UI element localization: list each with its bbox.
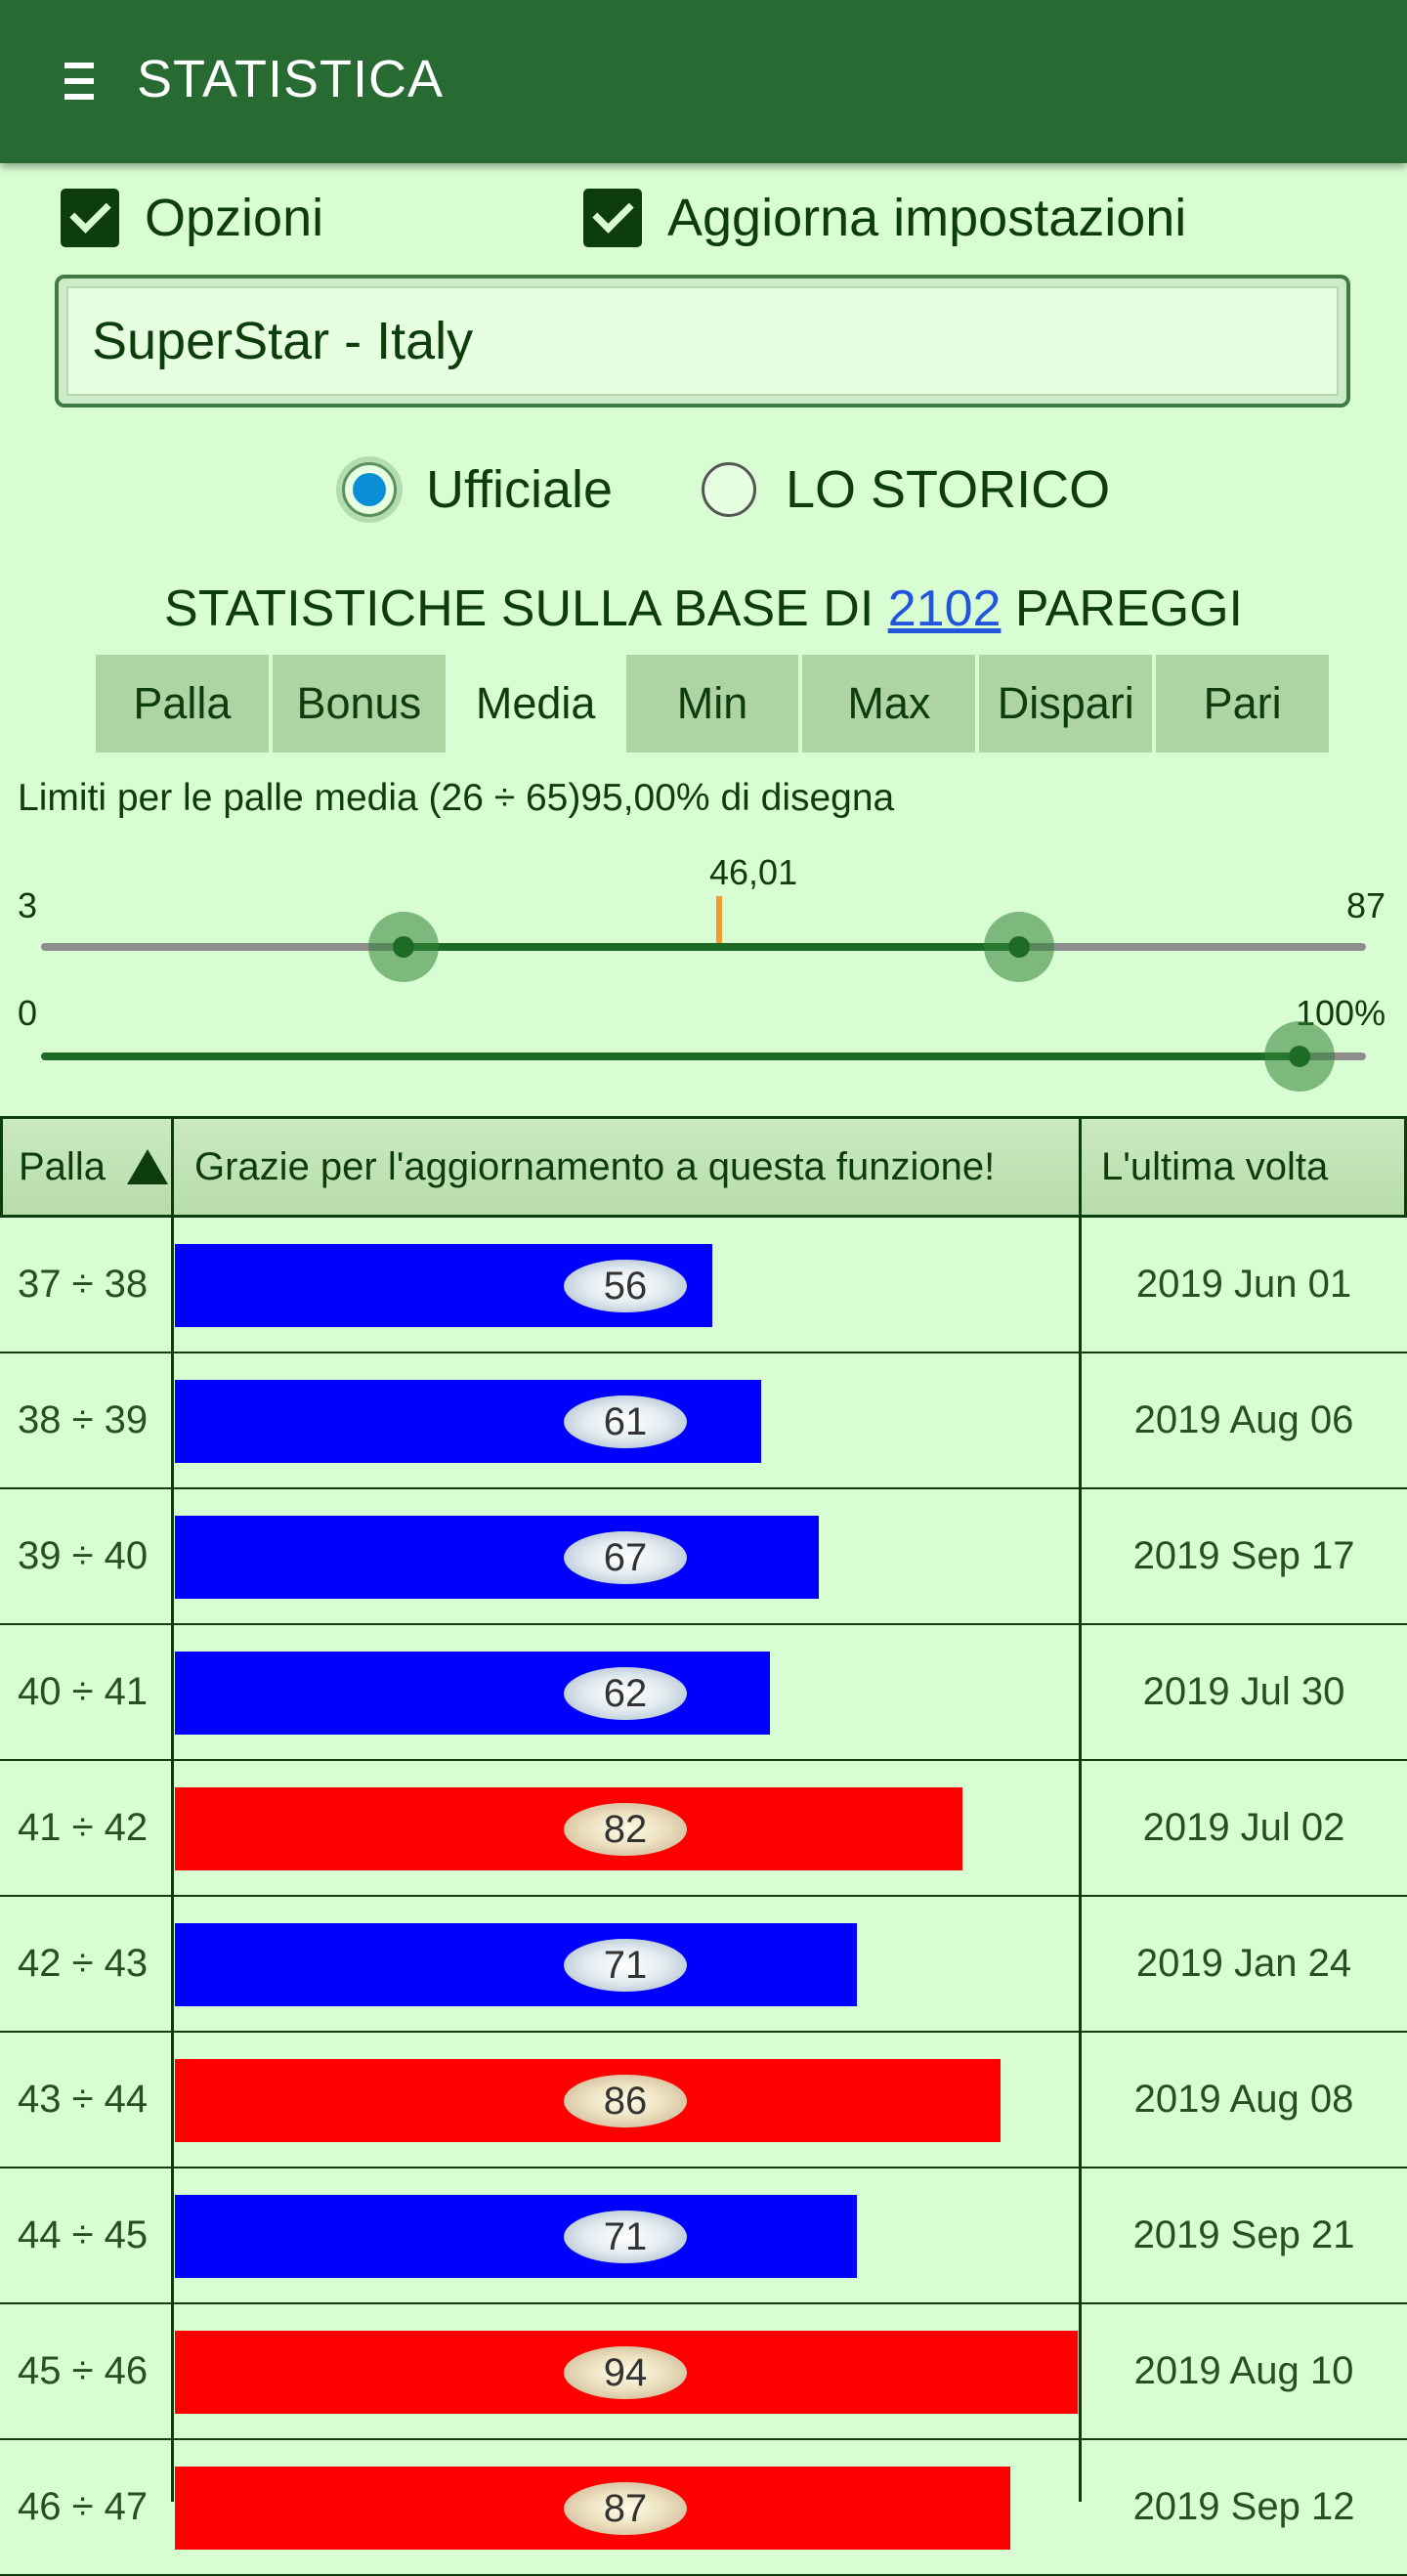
last-date: 2019 Sep 21 (1132, 2213, 1355, 2256)
row-range: 39 ÷ 40 (18, 1534, 149, 1577)
frequency-value: 86 (564, 2075, 687, 2127)
percent-slider-active-track[interactable] (41, 1052, 1300, 1060)
column-palla[interactable]: Palla (19, 1119, 168, 1215)
table-row[interactable]: 43 ÷ 44 86 2019 Aug 08 (0, 2033, 1407, 2168)
radio-ufficiale[interactable]: Ufficiale (342, 455, 613, 524)
last-date: 2019 Aug 08 (1133, 2078, 1354, 2121)
column-palla-label: Palla (19, 1144, 106, 1188)
frequency-value: 71 (564, 1939, 687, 1992)
table-row[interactable]: 42 ÷ 43 71 2019 Jan 24 (0, 1897, 1407, 2033)
row-range: 43 ÷ 44 (18, 2078, 149, 2121)
game-selector-value[interactable]: SuperStar - Italy (66, 286, 1339, 396)
row-range: 40 ÷ 41 (18, 1670, 149, 1713)
table-row[interactable]: 40 ÷ 41 62 2019 Jul 30 (0, 1625, 1407, 1761)
last-date: 2019 Sep 12 (1132, 2485, 1355, 2528)
row-range: 44 ÷ 45 (18, 2213, 149, 2256)
range-min-label: 3 (18, 885, 38, 925)
frequency-value: 87 (564, 2482, 687, 2535)
last-date: 2019 Aug 10 (1133, 2349, 1354, 2392)
table-row[interactable]: 45 ÷ 46 94 2019 Aug 10 (0, 2304, 1407, 2440)
radio-ufficiale-label: Ufficiale (426, 460, 614, 519)
checkbox-checked-icon[interactable] (61, 189, 119, 247)
checkbox-checked-icon[interactable] (583, 189, 642, 247)
radio-selected-icon[interactable] (342, 462, 397, 517)
last-date: 2019 Sep 17 (1132, 1534, 1355, 1577)
row-range: 38 ÷ 39 (18, 1398, 149, 1441)
last-date: 2019 Jun 01 (1135, 1263, 1352, 1306)
table-header: Palla Grazie per l'aggiornamento a quest… (0, 1116, 1407, 1218)
frequency-value: 67 (564, 1531, 687, 1584)
mean-label: 46,01 (709, 852, 798, 892)
aggiorna-label: Aggiorna impostazioni (667, 189, 1187, 247)
frequency-value: 82 (564, 1803, 687, 1856)
frequency-value: 61 (564, 1395, 687, 1448)
range-slider-active-track[interactable] (404, 943, 1019, 951)
frequency-bar (175, 1923, 857, 2006)
frequency-value: 56 (564, 1260, 687, 1312)
frequency-bar (175, 1516, 819, 1599)
range-low-thumb-dot[interactable] (393, 936, 415, 958)
opzioni-checkbox[interactable]: Opzioni (61, 186, 323, 250)
row-range: 37 ÷ 38 (18, 1263, 149, 1306)
mean-marker (716, 896, 723, 943)
stats-headline: STATISTICHE SULLA BASE DI 2102 PAREGGI (0, 580, 1407, 638)
last-date: 2019 Jan 24 (1135, 1942, 1352, 1985)
app-bar: STATISTICA (0, 0, 1407, 163)
radio-storico[interactable]: LO STORICO (702, 455, 1110, 524)
row-range: 46 ÷ 47 (18, 2485, 149, 2528)
column-divider (171, 1116, 174, 2502)
range-high-thumb-dot[interactable] (1007, 936, 1030, 958)
table-row[interactable]: 39 ÷ 40 67 2019 Sep 17 (0, 1489, 1407, 1625)
tab-media[interactable]: Media (448, 655, 622, 752)
radio-unselected-icon[interactable] (702, 462, 756, 517)
range-max-label: 87 (1346, 885, 1386, 925)
row-range: 45 ÷ 46 (18, 2349, 149, 2392)
table-row[interactable]: 37 ÷ 38 56 2019 Jun 01 (0, 1218, 1407, 1353)
frequency-value: 71 (564, 2211, 687, 2263)
percent-thumb-dot[interactable] (1289, 1046, 1311, 1067)
table-row[interactable]: 44 ÷ 45 71 2019 Sep 21 (0, 2168, 1407, 2304)
sort-ascending-icon[interactable] (126, 1149, 168, 1184)
headline-prefix: STATISTICHE SULLA BASE DI (164, 580, 888, 637)
tab-max[interactable]: Max (802, 655, 976, 752)
table-row[interactable]: 46 ÷ 47 87 2019 Sep 12 (0, 2440, 1407, 2576)
frequency-bar (175, 2195, 857, 2278)
menu-icon[interactable] (64, 63, 96, 102)
last-date: 2019 Aug 06 (1133, 1398, 1354, 1441)
row-range: 41 ÷ 42 (18, 1806, 149, 1849)
limits-text: Limiti per le palle media (26 ÷ 65)95,00… (18, 777, 895, 819)
radio-storico-label: LO STORICO (786, 460, 1111, 519)
tab-bonus[interactable]: Bonus (272, 655, 446, 752)
page-title: STATISTICA (137, 50, 445, 108)
tab-min[interactable]: Min (625, 655, 799, 752)
last-date: 2019 Jul 30 (1142, 1670, 1345, 1713)
table-row[interactable]: 38 ÷ 39 61 2019 Aug 06 (0, 1353, 1407, 1489)
column-divider (1079, 1116, 1082, 2502)
tab-palla[interactable]: Palla (96, 655, 269, 752)
column-last[interactable]: L'ultima volta (1101, 1144, 1329, 1188)
table-row[interactable]: 41 ÷ 42 82 2019 Jul 02 (0, 1761, 1407, 1897)
row-range: 42 ÷ 43 (18, 1942, 149, 1985)
frequency-value: 62 (564, 1667, 687, 1720)
headline-suffix: PAREGGI (1001, 580, 1243, 637)
last-date: 2019 Jul 02 (1142, 1806, 1345, 1849)
tab-pari[interactable]: Pari (1156, 655, 1330, 752)
frequency-value: 94 (564, 2346, 687, 2399)
tab-dispari[interactable]: Dispari (979, 655, 1153, 752)
draw-count-link[interactable]: 2102 (887, 580, 1002, 637)
stat-tabs: Palla Bonus Media Min Max Dispari Pari (96, 655, 1330, 752)
percent-min-label: 0 (18, 993, 38, 1033)
game-selector[interactable]: SuperStar - Italy (55, 275, 1350, 408)
column-message: Grazie per l'aggiornamento a questa funz… (194, 1144, 996, 1188)
aggiorna-checkbox[interactable]: Aggiorna impostazioni (583, 186, 1186, 250)
opzioni-label: Opzioni (145, 189, 324, 247)
